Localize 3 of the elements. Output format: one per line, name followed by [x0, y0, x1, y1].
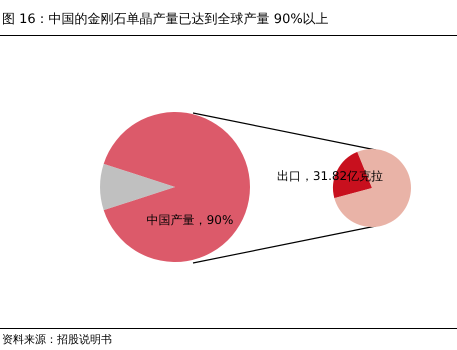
text: 资料来源：招股说明书 — [2, 332, 112, 347]
slice-label: 中国产量，90% — [146, 213, 234, 228]
chart-title: 图 16：中国的金刚石单晶产量已达到全球产量 90%以上 — [2, 11, 329, 28]
